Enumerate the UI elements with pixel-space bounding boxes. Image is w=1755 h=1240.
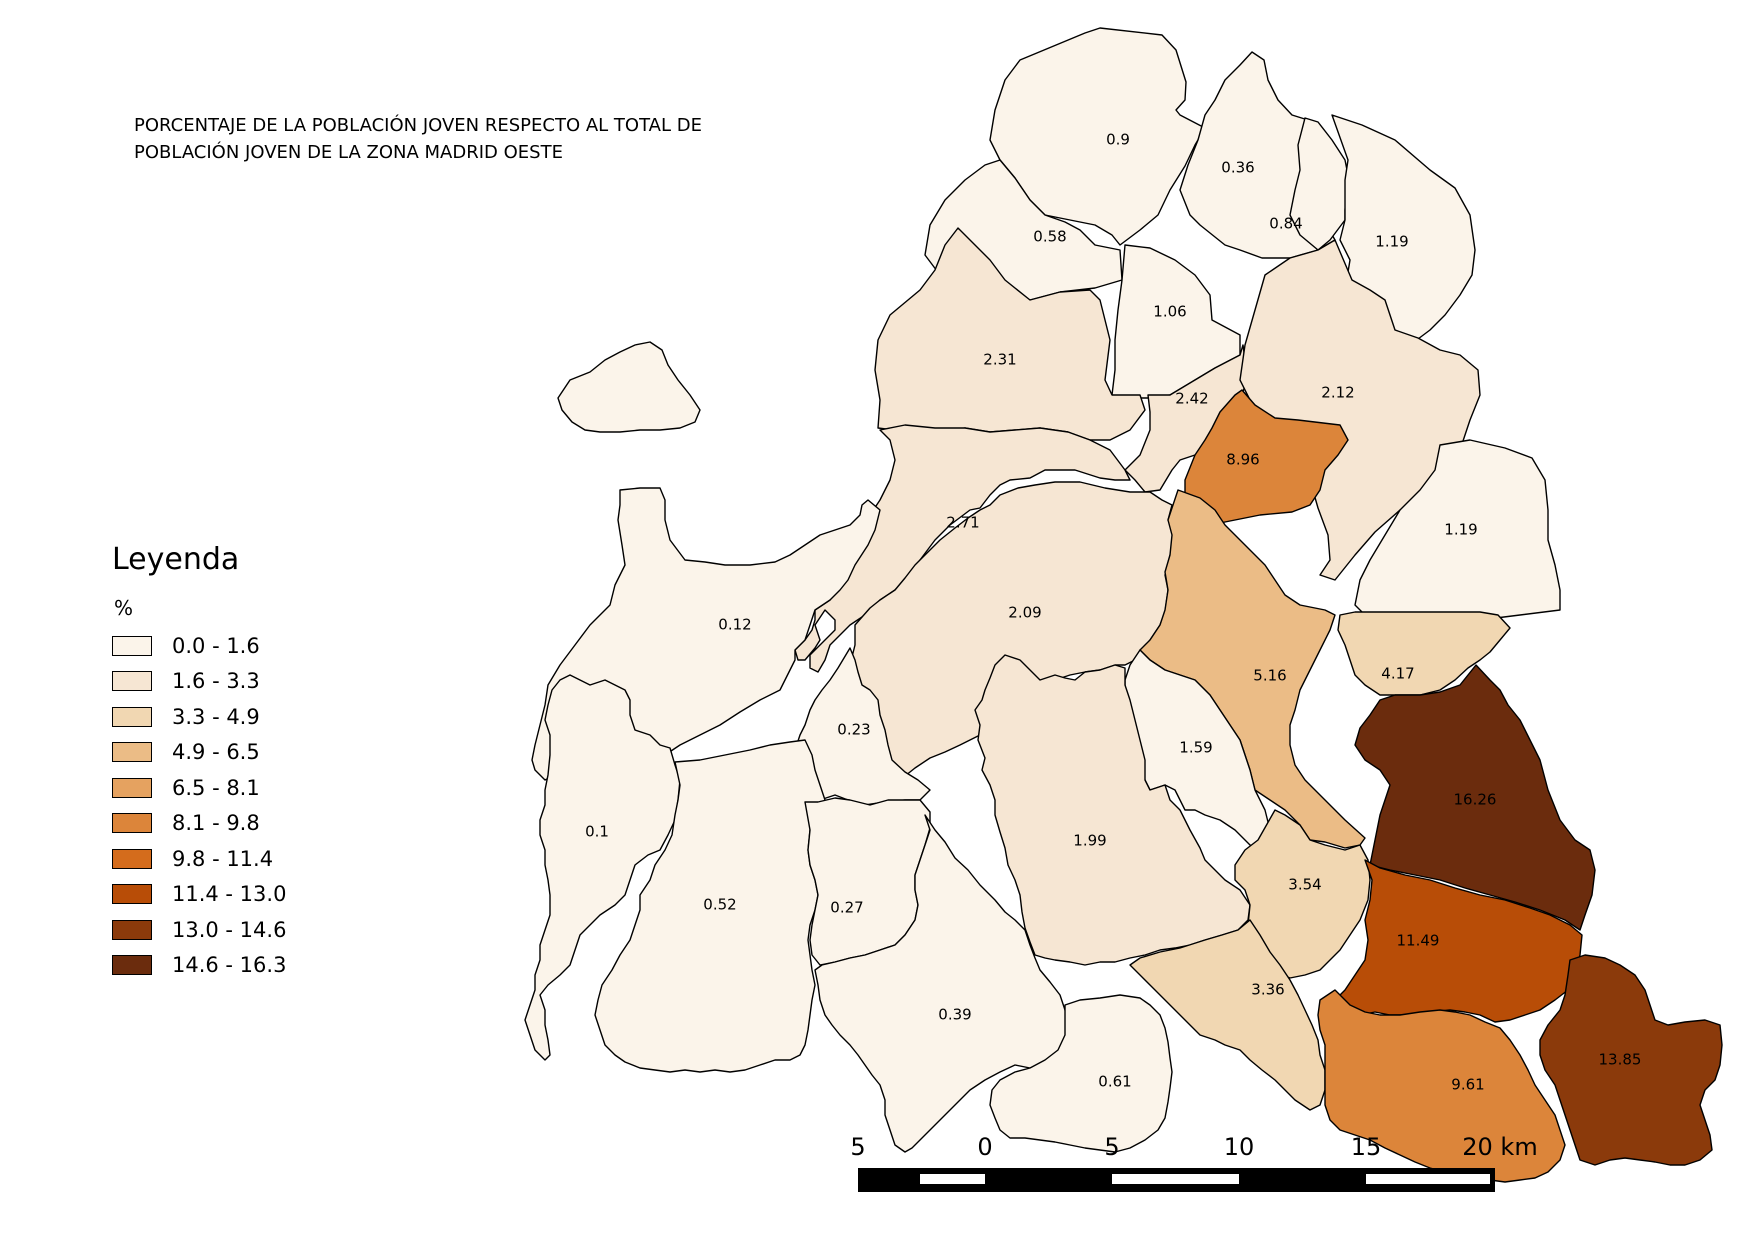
legend-item: 0.0 - 1.6: [112, 628, 372, 664]
region-value-label: 4.17: [1381, 665, 1414, 683]
scale-bar: 5 0 5 10 15 20 km: [850, 1133, 1538, 1192]
legend-swatch: [112, 884, 152, 905]
region-value-label: 9.61: [1451, 1076, 1484, 1094]
legend-unit: %: [114, 596, 134, 620]
region-value-label: 0.61: [1098, 1073, 1131, 1091]
legend-heading: Leyenda: [112, 542, 240, 577]
legend-item: 14.6 - 16.3: [112, 948, 372, 984]
legend-label: 13.0 - 14.6: [172, 917, 287, 942]
region-value-label: 2.71: [946, 514, 979, 532]
municipality-region: [594, 739, 826, 1073]
map-title-line-1: PORCENTAJE DE LA POBLACIÓN JOVEN RESPECT…: [134, 115, 702, 136]
region-value-label: 8.96: [1226, 451, 1259, 469]
scale-bar-label: 5: [850, 1133, 865, 1161]
municipality-region: [1184, 389, 1349, 526]
legend-label: 1.6 - 3.3: [172, 669, 260, 694]
scale-bar-label: 20 km: [1462, 1133, 1537, 1161]
region-value-label: 0.23: [837, 721, 870, 739]
labels-layer: 0.9 0.36 0.58 0.84 1.19 1.06 2.31 2.42 2.12 8.96 2…: [585, 131, 1641, 1094]
region-value-label: 1.06: [1153, 303, 1186, 321]
scale-bar-label: 10: [1224, 1133, 1255, 1161]
municipality-region: [1129, 919, 1326, 1111]
region-value-label: 11.49: [1397, 932, 1440, 950]
scale-bar-label: 5: [1104, 1133, 1119, 1161]
legend-swatch: [112, 706, 152, 727]
region-value-label: 1.19: [1444, 521, 1477, 539]
region-value-label: 2.12: [1321, 384, 1354, 402]
legend-swatch: [112, 848, 152, 869]
municipality-region: [989, 27, 1206, 246]
legend-label: 0.0 - 1.6: [172, 633, 260, 658]
legend-label: 11.4 - 13.0: [172, 882, 287, 907]
region-value-label: 3.54: [1288, 876, 1321, 894]
legend-item: 6.5 - 8.1: [112, 770, 372, 806]
region-value-label: 16.26: [1454, 791, 1497, 809]
legend-swatch: [112, 955, 152, 976]
region-value-label: 0.39: [938, 1006, 971, 1024]
region-value-label: 5.16: [1253, 667, 1286, 685]
legend-label: 3.3 - 4.9: [172, 704, 260, 729]
scale-bar-label: 15: [1351, 1133, 1382, 1161]
region-value-label: 3.36: [1251, 981, 1284, 999]
region-value-label: 2.31: [983, 351, 1016, 369]
municipality-region: [1329, 859, 1583, 1023]
legend-label: 9.8 - 11.4: [172, 846, 274, 871]
legend-swatch: [112, 671, 152, 692]
legend-label: 14.6 - 16.3: [172, 953, 287, 978]
scale-bar-segment: [920, 1174, 985, 1184]
legend-item: 9.8 - 11.4: [112, 841, 372, 877]
region-value-label: 0.58: [1033, 228, 1066, 246]
region-value-label: 0.36: [1221, 159, 1254, 177]
legend-swatch: [112, 813, 152, 834]
legend-item: 13.0 - 14.6: [112, 912, 372, 948]
municipality-region: [1317, 989, 1566, 1183]
legend-label: 4.9 - 6.5: [172, 740, 260, 765]
legend-item: 1.6 - 3.3: [112, 664, 372, 700]
municipality-region: [1139, 489, 1366, 849]
municipality-region: [524, 674, 681, 1061]
region-value-label: 13.85: [1599, 1051, 1642, 1069]
map-title: PORCENTAJE DE LA POBLACIÓN JOVEN RESPECT…: [134, 112, 774, 166]
legend: Leyenda % 0.0 - 1.6 1.6 - 3.3 3.3 - 4.9 4.9…: [112, 540, 372, 983]
region-value-label: 2.09: [1008, 604, 1041, 622]
municipality-region: [1289, 117, 1349, 251]
legend-item: 8.1 - 9.8: [112, 806, 372, 842]
legend-swatch: [112, 777, 152, 798]
municipality-region: [1539, 954, 1723, 1166]
legend-swatch: [112, 742, 152, 763]
region-value-label: 1.99: [1073, 832, 1106, 850]
region-value-label: 1.59: [1179, 739, 1212, 757]
legend-swatch: [112, 919, 152, 940]
legend-item: 3.3 - 4.9: [112, 699, 372, 735]
legend-item: 11.4 - 13.0: [112, 877, 372, 913]
municipality-region: [814, 814, 1071, 1153]
scale-bar-segment: [1366, 1174, 1490, 1184]
region-value-label: 0.52: [703, 896, 736, 914]
legend-item: 4.9 - 6.5: [112, 735, 372, 771]
region-value-label: 0.27: [830, 899, 863, 917]
map-title-line-2: POBLACIÓN JOVEN DE LA ZONA MADRID OESTE: [134, 142, 563, 163]
region-value-label: 0.84: [1269, 215, 1302, 233]
municipality-region: [989, 994, 1173, 1153]
scale-bar-segment: [1112, 1174, 1239, 1184]
region-value-label: 1.19: [1375, 233, 1408, 251]
municipality-region: [1234, 809, 1371, 979]
region-value-label: 0.12: [718, 616, 751, 634]
region-value-label: 0.9: [1106, 131, 1130, 149]
region-value-label: 2.42: [1175, 390, 1208, 408]
municipality-region: [1354, 664, 1596, 931]
legend-label: 8.1 - 9.8: [172, 811, 260, 836]
legend-swatch: [112, 635, 152, 656]
municipality-region: [557, 341, 701, 433]
legend-label: 6.5 - 8.1: [172, 775, 260, 800]
scale-bar-label: 0: [977, 1133, 992, 1161]
municipality-region: [1337, 611, 1511, 696]
regions-layer: [524, 27, 1723, 1183]
region-value-label: 0.1: [585, 823, 609, 841]
